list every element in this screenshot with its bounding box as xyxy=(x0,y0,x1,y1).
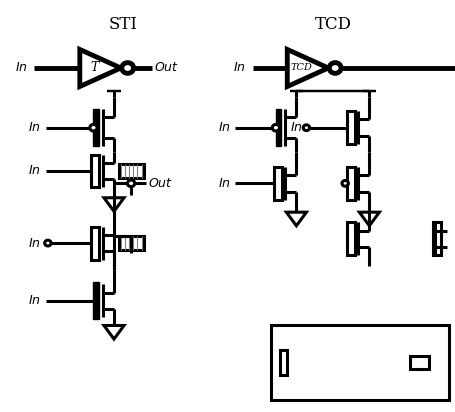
Text: $In$: $In$ xyxy=(28,121,41,134)
Bar xyxy=(410,356,428,369)
Text: STI: STI xyxy=(108,16,137,33)
Bar xyxy=(91,227,99,260)
Bar xyxy=(280,350,287,375)
Text: T: T xyxy=(90,61,98,75)
Circle shape xyxy=(90,124,97,131)
Bar xyxy=(346,111,354,144)
Text: $In$: $In$ xyxy=(290,121,303,134)
Text: $In$: $In$ xyxy=(28,164,41,178)
Text: $Out$: $Out$ xyxy=(154,61,179,75)
Text: $Out$: $Out$ xyxy=(148,177,173,190)
Bar xyxy=(346,222,354,255)
Text: $In$: $In$ xyxy=(15,61,27,75)
Bar xyxy=(93,109,99,146)
Circle shape xyxy=(127,180,135,187)
Bar xyxy=(91,154,99,187)
Circle shape xyxy=(121,63,133,73)
Bar xyxy=(118,236,143,250)
Text: TCD: TCD xyxy=(313,16,351,33)
Text: TCD: TCD xyxy=(290,63,312,73)
Text: $In$: $In$ xyxy=(233,61,246,75)
Bar xyxy=(273,167,281,200)
Bar xyxy=(346,167,354,200)
Bar xyxy=(271,325,448,400)
Bar xyxy=(118,164,143,178)
Circle shape xyxy=(341,180,348,186)
Bar xyxy=(275,109,281,146)
Text: 1.331 nm: 1.331 nm xyxy=(303,354,349,363)
Bar xyxy=(432,222,440,255)
Circle shape xyxy=(303,125,309,131)
Text: $In$: $In$ xyxy=(28,294,41,307)
Circle shape xyxy=(45,240,51,246)
Text: $In$: $In$ xyxy=(217,121,230,134)
Circle shape xyxy=(329,63,340,73)
Circle shape xyxy=(272,124,279,131)
Text: $In$: $In$ xyxy=(217,177,230,190)
Text: $In$: $In$ xyxy=(28,236,41,250)
Bar xyxy=(93,282,99,319)
